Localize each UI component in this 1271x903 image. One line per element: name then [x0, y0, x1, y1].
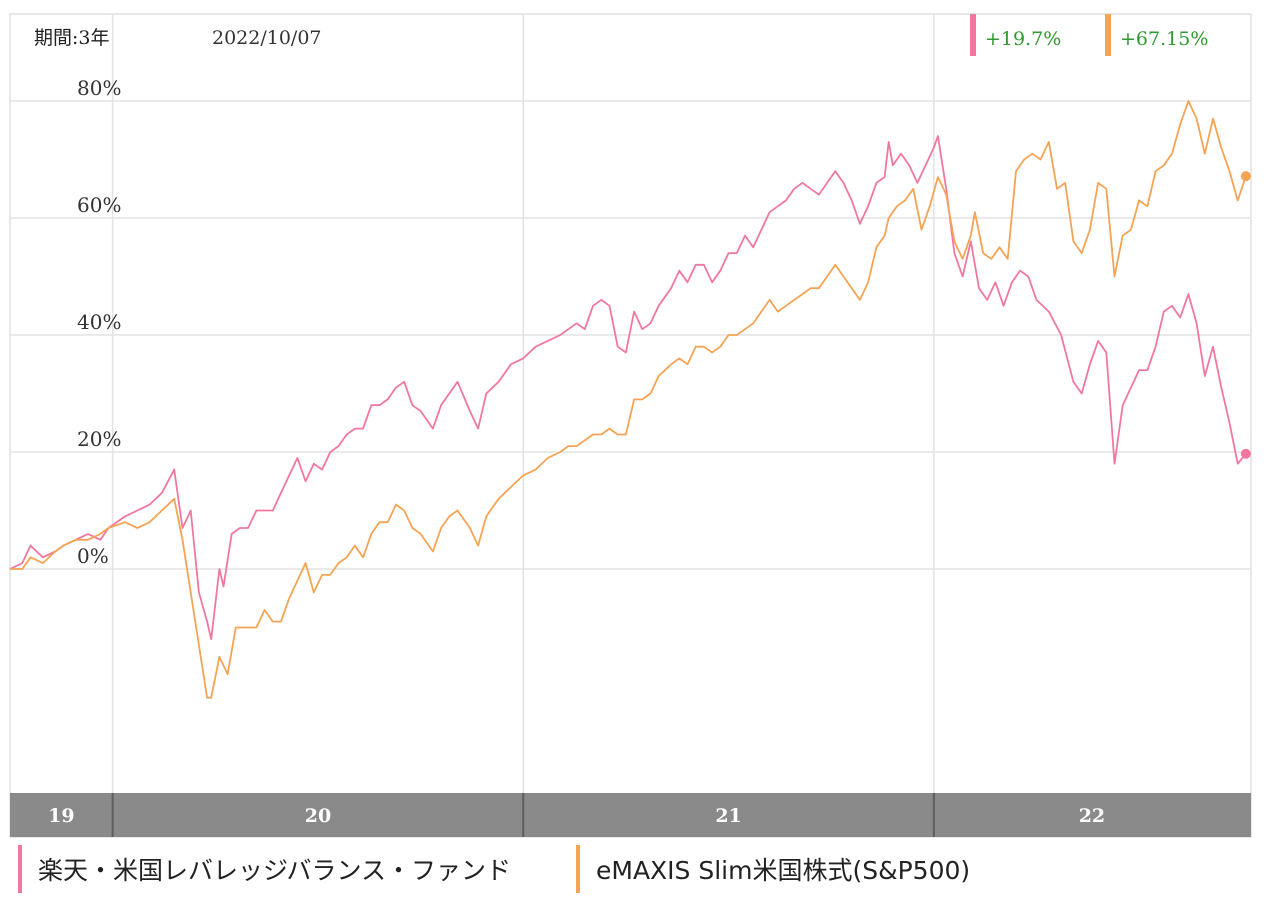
series-line-1 — [10, 100, 1247, 699]
y-tick-label: 60% — [77, 193, 121, 217]
x-tick-label: 22 — [1079, 805, 1105, 827]
period-label: 期間:3年 — [34, 27, 110, 49]
plot-border — [9, 13, 1252, 838]
x-axis-year-band: 19 20 21 22 — [10, 793, 1251, 837]
legend-swatch-emaxis — [576, 845, 580, 893]
series-lines — [9, 100, 1247, 699]
series-end-marker-0 — [1240, 448, 1251, 459]
x-tick-label: 20 — [305, 805, 331, 827]
return-swatch-emaxis — [1105, 14, 1111, 56]
legend-label-rakuten: 楽天・米国レバレッジバランス・ファンド — [38, 856, 512, 885]
y-tick-label: 80% — [77, 76, 121, 100]
legend-swatch-rakuten — [18, 845, 22, 893]
chart-legend: 楽天・米国レバレッジバランス・ファンド eMAXIS Slim米国株式(S&P5… — [0, 845, 1271, 897]
legend-item-rakuten: 楽天・米国レバレッジバランス・ファンド — [18, 845, 511, 893]
line-chart: 80% 60% 40% 20% 0% 19 20 21 22 期間:3年 2022/10/07… — [9, 13, 1252, 838]
return-value-emaxis: +67.15% — [1120, 28, 1208, 50]
legend-label-emaxis: eMAXIS Slim米国株式(S&P500) — [596, 856, 971, 885]
x-tick-label: 21 — [715, 805, 741, 827]
series-end-markers — [1240, 171, 1251, 459]
legend-item-emaxis: eMAXIS Slim米国株式(S&P500) — [576, 845, 970, 893]
date-label: 2022/10/07 — [212, 27, 322, 49]
return-swatch-rakuten — [970, 14, 976, 56]
series-line-0 — [9, 135, 1247, 641]
return-value-rakuten: +19.7% — [985, 28, 1061, 50]
year-divider-lines — [111, 14, 935, 793]
y-tick-label: 0% — [77, 544, 109, 568]
year-band-background — [10, 793, 1251, 837]
series-end-marker-1 — [1240, 171, 1251, 182]
y-tick-label: 40% — [77, 310, 121, 334]
y-tick-label: 20% — [77, 427, 121, 451]
y-axis-tick-labels: 80% 60% 40% 20% 0% — [77, 76, 121, 568]
x-tick-label: 19 — [48, 805, 74, 827]
